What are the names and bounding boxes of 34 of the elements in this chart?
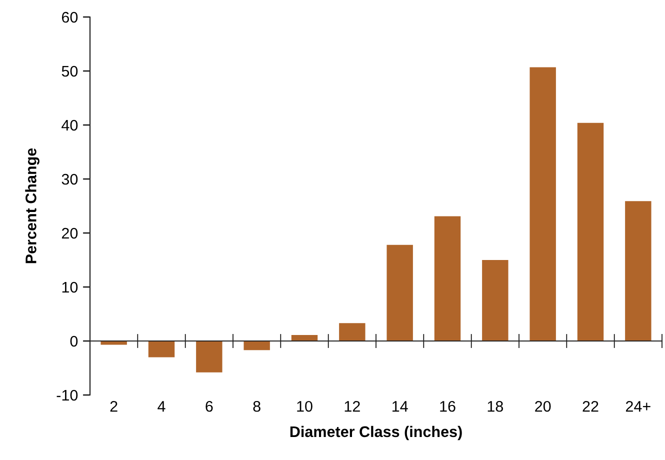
bar (100, 341, 127, 345)
y-tick-label: 30 (62, 174, 78, 185)
bar (386, 244, 413, 341)
x-tick-label: 22 (582, 400, 598, 412)
y-tick-label: 40 (62, 120, 78, 131)
x-tick-label: 4 (158, 401, 166, 412)
bar (291, 335, 318, 341)
x-tick-label: 24+ (626, 400, 650, 412)
x-tick-label: 8 (253, 400, 260, 412)
x-tick-label: 6 (206, 400, 213, 412)
x-tick-label: 2 (110, 400, 118, 412)
x-tick-label: 16 (440, 400, 456, 412)
bar (530, 67, 556, 341)
y-tick-label: 50 (62, 66, 78, 77)
bar (339, 323, 366, 341)
bar (434, 216, 461, 341)
y-tick-label: -10 (56, 390, 78, 401)
x-axis-title: Diameter Class (inches) (290, 426, 462, 440)
x-tick-label: 20 (535, 400, 551, 412)
y-axis-title: Percent Change (25, 148, 40, 264)
y-tick-label: 10 (62, 282, 78, 293)
bar (625, 201, 652, 341)
y-tick-label: 60 (62, 12, 78, 23)
bar (482, 260, 508, 341)
bar (577, 122, 604, 341)
x-tick-label: 12 (344, 400, 360, 412)
bar (148, 341, 175, 358)
x-tick-label: 10 (297, 400, 312, 412)
x-tick-label: 14 (392, 401, 408, 412)
y-tick-label: 0 (70, 336, 78, 347)
x-tick-label: 18 (488, 400, 503, 412)
bar (196, 341, 222, 372)
y-tick-label: 20 (62, 228, 78, 239)
bar (244, 341, 270, 350)
